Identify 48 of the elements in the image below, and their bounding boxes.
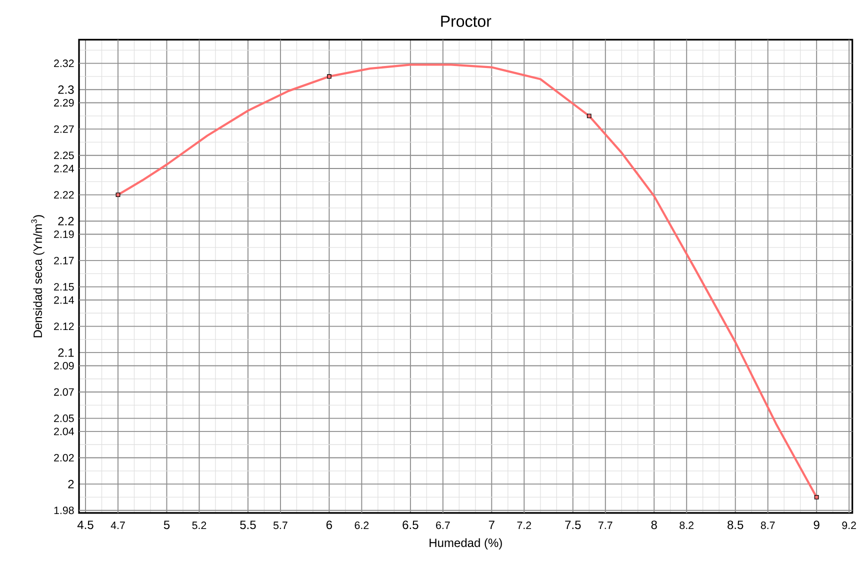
y-tick-label: 2.25 bbox=[54, 152, 74, 160]
y-tick-label: 2.27 bbox=[54, 125, 74, 133]
x-tick-label: 5.5 bbox=[240, 520, 256, 530]
point bbox=[326, 74, 332, 79]
y-tick-label: 1.98 bbox=[54, 506, 74, 514]
x-tick-label: 6 bbox=[326, 520, 332, 530]
x-tick-label: 6.2 bbox=[354, 522, 369, 530]
x-tick-label: 9.2 bbox=[842, 522, 856, 530]
y-tick-label: 2.1 bbox=[58, 348, 74, 357]
x-tick-label: 5.2 bbox=[192, 522, 206, 530]
x-tick-label: 9 bbox=[814, 520, 820, 530]
y-tick-label: 2.12 bbox=[54, 322, 74, 330]
y-tick-label: 2.04 bbox=[54, 428, 74, 436]
y-tick-label: 2.19 bbox=[54, 230, 74, 238]
x-tick-label: 8.2 bbox=[680, 522, 694, 530]
y-tick-label: 2.15 bbox=[54, 283, 74, 291]
chart-title: Proctor bbox=[441, 16, 492, 27]
y-tick-label: 2.29 bbox=[54, 99, 74, 107]
y-tick-label: 2.14 bbox=[54, 296, 74, 304]
point bbox=[586, 114, 592, 118]
x-tick-label: 8 bbox=[651, 520, 657, 530]
y-tick-label: 2.07 bbox=[54, 388, 74, 396]
y-axis-title: Densidad seca (Yn/m$^{3}$) bbox=[31, 215, 44, 338]
y-tick-label: 2 bbox=[68, 480, 74, 488]
y-tick-label: 2.05 bbox=[54, 414, 74, 422]
y-tick-label: 2.17 bbox=[54, 256, 74, 264]
y-tick-label: 2.32 bbox=[54, 60, 74, 68]
y-tick-label: 2.24 bbox=[54, 164, 74, 172]
point bbox=[814, 495, 819, 500]
x-tick-label: 6.7 bbox=[436, 522, 450, 530]
x-tick-label: 8.7 bbox=[760, 522, 775, 530]
point bbox=[116, 192, 120, 198]
x-tick-label: 7.7 bbox=[598, 522, 612, 529]
x-tick-label: 8.5 bbox=[728, 520, 744, 530]
y-tick-label: 2.02 bbox=[54, 454, 74, 462]
y-tick-label: 2.09 bbox=[54, 362, 74, 370]
x-tick-label: 5 bbox=[164, 520, 170, 530]
y-tick-label: 2.22 bbox=[54, 191, 74, 199]
x-tick-label: 6.5 bbox=[402, 520, 418, 530]
y-tick-label: 2.2 bbox=[58, 216, 74, 226]
x-tick-label: 7.2 bbox=[517, 522, 532, 529]
x-tick-label: 7 bbox=[488, 520, 494, 529]
y-tick-label: 2.3 bbox=[58, 85, 74, 94]
x-tick-label: 4.5 bbox=[77, 520, 94, 530]
x-tick-label: 5.7 bbox=[273, 522, 288, 530]
x-tick-label: 4.7 bbox=[110, 522, 125, 529]
x-tick-label: 7.5 bbox=[565, 520, 581, 530]
x-axis-title: Humedad (%) bbox=[430, 538, 502, 550]
